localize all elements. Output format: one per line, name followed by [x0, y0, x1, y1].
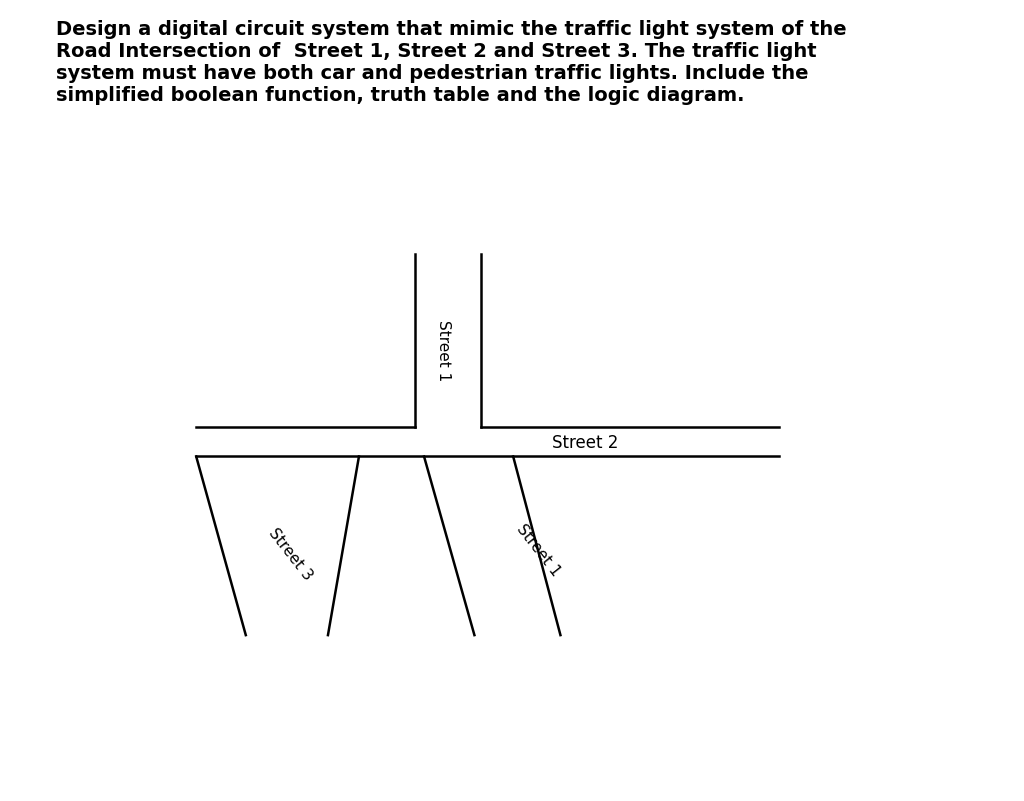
Text: Street 1: Street 1: [514, 521, 563, 579]
Text: Street 2: Street 2: [552, 434, 618, 453]
Text: Design a digital circuit system that mimic the traffic light system of the
Road : Design a digital circuit system that mim…: [56, 20, 847, 105]
Text: Street 3: Street 3: [266, 525, 315, 583]
Text: Street 1: Street 1: [436, 320, 452, 380]
